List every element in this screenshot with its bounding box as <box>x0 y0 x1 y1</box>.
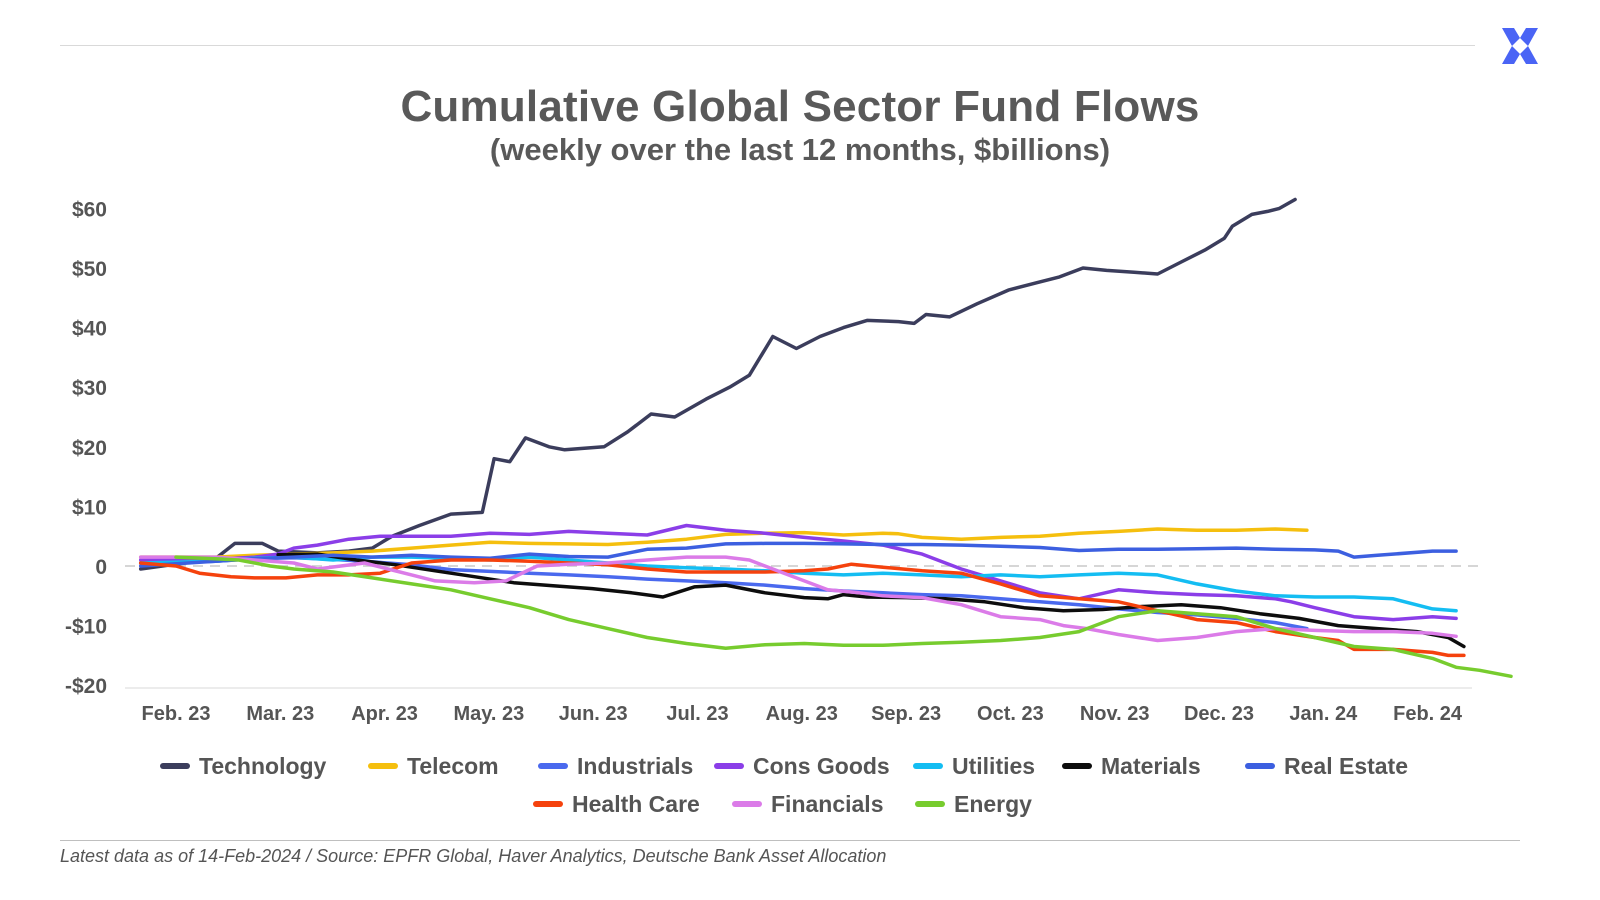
series-line-materials <box>276 552 1466 649</box>
legend-swatch <box>533 801 563 807</box>
legend-label: Energy <box>954 790 1032 817</box>
top-divider <box>60 45 1475 46</box>
legend-label: Technology <box>199 752 327 779</box>
x-tick-label: Dec. 23 <box>1184 703 1254 725</box>
x-tick-label: Apr. 23 <box>351 703 418 725</box>
legend-swatch <box>538 763 568 769</box>
legend-swatch <box>915 801 945 807</box>
legend-swatch <box>1245 763 1275 769</box>
legend-label: Cons Goods <box>753 752 890 779</box>
legend-swatch <box>732 801 762 807</box>
legend-item-telecom: Telecom <box>368 748 499 784</box>
series-line-cons-goods <box>138 523 1458 622</box>
x-tick-label: Jul. 23 <box>666 703 728 725</box>
legend-label: Utilities <box>952 752 1036 779</box>
legend-item-financials: Financials <box>732 786 883 822</box>
x-tick-label: May. 23 <box>454 703 525 725</box>
y-tick-label: $40 <box>72 318 107 341</box>
x-tick-label: Aug. 23 <box>766 703 838 725</box>
x-tick-label: Mar. 23 <box>246 703 314 725</box>
x-brand-logo-icon <box>1500 26 1540 66</box>
series-line-energy <box>174 555 1513 679</box>
legend-label: Materials <box>1101 752 1201 779</box>
legend-item-real-estate: Real Estate <box>1245 748 1408 784</box>
series-line-real-estate <box>138 541 1458 568</box>
legend-swatch <box>913 763 943 769</box>
y-tick-label: $50 <box>72 258 107 281</box>
legend-item-cons-goods: Cons Goods <box>714 748 890 784</box>
bottom-divider <box>60 840 1520 841</box>
legend-swatch <box>368 763 398 769</box>
y-tick-label: -$20 <box>65 675 107 698</box>
x-axis: Feb. 23 Mar. 23 Apr. 23 May. 23 Jun. 23 Jul. … <box>142 703 1463 725</box>
y-tick-label: $60 <box>72 198 107 221</box>
x-tick-label: Nov. 23 <box>1080 703 1150 725</box>
legend-item-technology: Technology <box>160 748 326 784</box>
legend-label: Industrials <box>577 752 694 779</box>
series-line-financials <box>138 555 1458 643</box>
legend-item-industrials: Industrials <box>538 748 693 784</box>
legend-label: Real Estate <box>1284 752 1409 779</box>
y-tick-label: $20 <box>72 437 107 460</box>
legend-label: Telecom <box>407 752 499 779</box>
y-tick-label: $30 <box>72 377 107 400</box>
source-note: Latest data as of 14-Feb-2024 / Source: … <box>60 846 887 866</box>
legend-label: Financials <box>771 790 884 817</box>
legend-swatch <box>160 763 190 769</box>
x-tick-label: Feb. 24 <box>1393 703 1463 725</box>
y-tick-label: $10 <box>72 496 107 519</box>
series-lines <box>138 197 1513 679</box>
series-line-technology <box>138 197 1297 571</box>
legend-swatch <box>714 763 744 769</box>
legend-label: Health Care <box>572 790 700 817</box>
legend-item-health-care: Health Care <box>533 786 700 822</box>
y-tick-label: -$10 <box>65 616 107 639</box>
x-tick-label: Oct. 23 <box>977 703 1044 725</box>
legend-item-utilities: Utilities <box>913 748 1035 784</box>
legend-item-materials: Materials <box>1062 748 1201 784</box>
y-tick-label: 0 <box>95 556 107 579</box>
x-tick-label: Jan. 24 <box>1289 703 1358 725</box>
x-tick-label: Jun. 23 <box>559 703 628 725</box>
legend-swatch <box>1062 763 1092 769</box>
x-tick-label: Sep. 23 <box>871 703 941 725</box>
y-axis: $60 $50 $40 $30 $20 $10 0 -$10 -$20 <box>65 198 107 698</box>
x-tick-label: Feb. 23 <box>142 703 211 725</box>
legend-item-energy: Energy <box>915 786 1032 822</box>
chart-title: Cumulative Global Sector Fund Flows <box>400 82 1200 131</box>
chart-subtitle: (weekly over the last 12 months, $billio… <box>489 132 1111 167</box>
